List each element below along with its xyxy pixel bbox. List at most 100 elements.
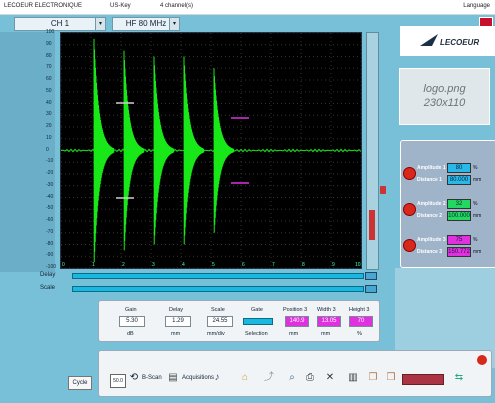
delay-slider-track[interactable] <box>72 273 364 279</box>
y-tick-label: 0 <box>46 146 49 153</box>
distance-3-value: 150.772 <box>447 247 471 257</box>
red-indicator-1-icon[interactable] <box>403 167 416 180</box>
height-input[interactable]: 70 <box>349 316 373 327</box>
width-label: Width 3 <box>317 307 336 313</box>
company-name: LECOEUR ELECTRONIQUE <box>4 3 83 9</box>
brand-logo: LECOEUR <box>400 26 495 56</box>
y-tick-label: -70 <box>46 228 54 235</box>
open-icon[interactable]: ❐ <box>368 372 378 383</box>
scale-slider-end[interactable] <box>365 285 377 293</box>
chevron-down-icon: ▾ <box>95 18 105 30</box>
y-tick-label: 100 <box>46 29 55 35</box>
toolbar <box>98 350 492 397</box>
x-tick-label: 10 <box>355 262 361 268</box>
bscan-button[interactable]: B-Scan <box>142 375 162 381</box>
chart-icon[interactable]: ⤴ <box>264 372 274 383</box>
distance-3-label: Distance 3 <box>417 249 443 255</box>
measurement-panel: Amplitude 1 80 % Distance 1 80.000 mm Am… <box>400 140 495 268</box>
y-tick-label: -10 <box>46 158 54 165</box>
y-axis-strip <box>0 32 55 272</box>
speaker-icon[interactable]: ♪ <box>214 372 220 383</box>
home-icon[interactable]: ⌂ <box>241 372 249 383</box>
rotate-icon[interactable]: ⟲ <box>129 372 139 383</box>
y-tick-label: 30 <box>46 111 52 118</box>
scale-slider-track[interactable] <box>72 286 364 292</box>
y-tick-label: 90 <box>46 40 52 47</box>
delay-input[interactable]: 1.29 <box>165 316 191 327</box>
tools-icon[interactable]: ✕ <box>325 372 335 383</box>
print-icon[interactable]: ⎙ <box>306 372 314 383</box>
y-tick-label: -20 <box>46 170 54 176</box>
save-icon[interactable]: ❒ <box>386 372 396 383</box>
x-tick-label: 5 <box>212 262 215 268</box>
logo-placeholder: logo.png 230x110 <box>399 68 490 125</box>
scale-track-label: Scale <box>40 285 56 291</box>
setup-value-field[interactable]: 50.0 <box>110 374 126 388</box>
brand-swoosh-icon <box>420 34 438 46</box>
x-tick-label: 8 <box>302 262 305 268</box>
delete-icon[interactable]: ▥ <box>348 372 358 383</box>
x-tick-label: 3 <box>152 262 155 268</box>
scale-input[interactable]: 24.55 <box>207 316 233 327</box>
y-tick-label: 70 <box>46 64 52 71</box>
amplitude-2-label: Amplitude 2 <box>417 201 446 207</box>
red-indicator-3-icon[interactable] <box>403 239 416 252</box>
y-tick-label: -30 <box>46 181 54 188</box>
amplitude-2-value: 32 <box>447 199 471 209</box>
x-tick-label: 9 <box>332 262 335 268</box>
level-marker-icon[interactable] <box>380 186 386 194</box>
amplitude-3-value: 75 <box>447 235 471 245</box>
export-icon[interactable]: ⇆ <box>454 372 464 383</box>
delay-label: Delay <box>169 307 184 313</box>
control-panel: Gain 5.30 dB Delay 1.29 mm Scale 24.55 m… <box>98 300 380 342</box>
cycle-button[interactable]: Cycle <box>68 376 92 390</box>
distance-1-label: Distance 1 <box>417 177 443 183</box>
position-label: Position 3 <box>283 307 308 313</box>
delay-slider-end[interactable] <box>365 272 377 280</box>
echo-pulse <box>123 50 145 251</box>
y-tick-label: 80 <box>46 52 52 59</box>
chevron-down-icon: ▾ <box>169 18 179 30</box>
oscilloscope-plot[interactable]: 0 1 2 3 4 5 6 7 8 9 10 <box>60 32 362 269</box>
y-tick-label: -40 <box>46 193 54 200</box>
x-tick-label: 7 <box>272 262 275 268</box>
gain-input[interactable]: 5.30 <box>119 316 145 327</box>
y-tick-label: 10 <box>46 134 52 141</box>
red-indicator-2-icon[interactable] <box>403 203 416 216</box>
position-input[interactable]: 140.9 <box>285 316 309 327</box>
channel-select[interactable]: CH 1 ▾ <box>14 17 106 31</box>
gate-selector[interactable] <box>243 318 273 325</box>
x-tick-label: 1 <box>92 262 95 268</box>
y-tick-label: 50 <box>46 87 52 94</box>
y-tick-label: 20 <box>46 123 52 129</box>
key-label: US-Key <box>110 3 131 9</box>
y-tick-label: -80 <box>46 240 54 247</box>
scope-svg: 0 1 2 3 4 5 6 7 8 9 10 <box>61 33 361 268</box>
record-buttons-icon[interactable] <box>402 374 444 385</box>
echo-pulse <box>213 68 235 233</box>
close-icon[interactable] <box>477 355 487 365</box>
echo-pulse <box>93 38 115 263</box>
y-tick-label: -90 <box>46 252 54 259</box>
y-tick-label: -60 <box>46 217 54 223</box>
x-tick-label: 6 <box>242 262 245 268</box>
y-tick-label: -50 <box>46 205 54 212</box>
distance-2-label: Distance 2 <box>417 213 443 219</box>
x-tick-label: 2 <box>122 262 125 268</box>
y-tick-label: 60 <box>46 76 52 82</box>
acquisitions-button[interactable]: Acquisitions <box>182 375 215 381</box>
gain-label: Gain <box>125 307 137 313</box>
echo-pulse <box>183 56 205 245</box>
frequency-select[interactable]: HF 80 MHz ▾ <box>112 17 180 31</box>
zoom-icon[interactable]: ⌕ <box>289 372 295 383</box>
x-tick-label: 4 <box>182 262 185 268</box>
y-tick-label: 40 <box>46 99 52 106</box>
channels-label: 4 channel(s) <box>160 3 194 9</box>
amplitude-3-label: Amplitude 3 <box>417 237 446 243</box>
language-label: Language <box>463 3 490 9</box>
amplitude-level-bar <box>369 210 375 240</box>
image-icon[interactable]: ▤ <box>168 372 178 383</box>
amplitude-1-value: 80 <box>447 163 471 173</box>
x-tick-label: 0 <box>62 262 65 268</box>
width-input[interactable]: 13.05 <box>317 316 341 327</box>
